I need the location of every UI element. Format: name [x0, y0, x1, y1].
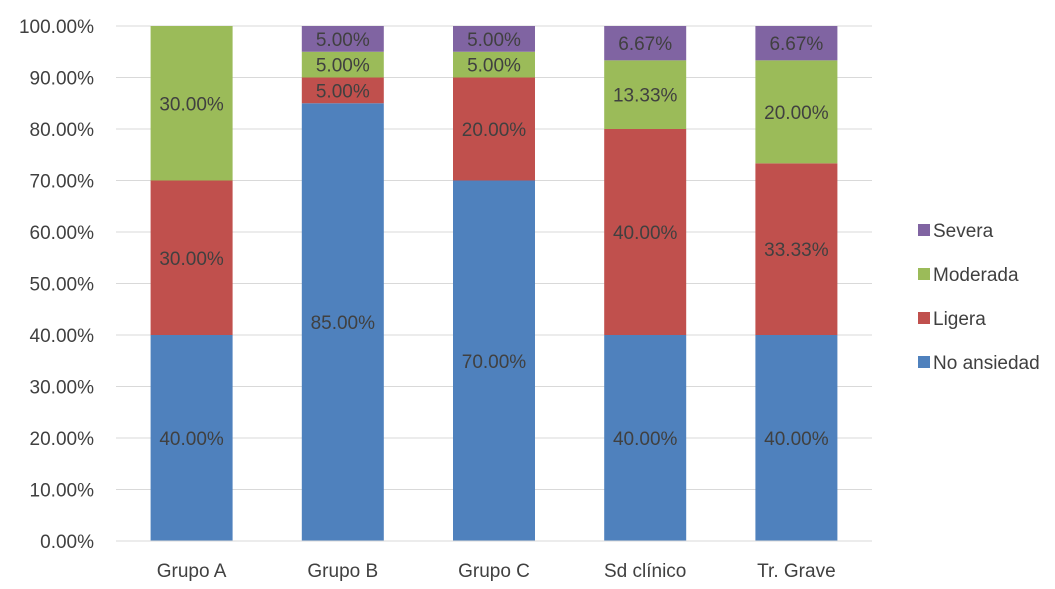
- x-tick-label: Tr. Grave: [757, 561, 835, 582]
- y-tick-label: 10.00%: [30, 481, 95, 502]
- data-labels: 40.00% 30.00% 30.00% 85.00% 5.00% 5.00% 5.00% 7…: [159, 30, 828, 450]
- bar-segment: [604, 335, 687, 541]
- bar-segment: [453, 51, 535, 78]
- legend: Severa Moderada Ligera No ansiedad: [918, 221, 1040, 374]
- y-tick-label: 90.00%: [30, 69, 95, 90]
- bar-segment: [755, 163, 838, 335]
- y-tick-label: 70.00%: [30, 172, 95, 193]
- bar-value-label: 30.00%: [159, 249, 224, 270]
- y-tick-label: 40.00%: [30, 326, 95, 347]
- bar-value-label: 85.00%: [311, 313, 376, 334]
- bar-value-label: 13.33%: [613, 86, 678, 107]
- y-tick-label: 20.00%: [30, 429, 95, 450]
- y-tick-label: 0.00%: [40, 532, 94, 553]
- bar-segment: [453, 180, 535, 541]
- x-tick-label: Grupo A: [157, 561, 227, 582]
- y-tick-label: 30.00%: [30, 378, 95, 399]
- y-tick-label: 100.00%: [19, 17, 94, 38]
- x-tick-label: Grupo B: [307, 561, 378, 582]
- bar-segment: [453, 26, 535, 52]
- bar-value-label: 40.00%: [764, 429, 829, 450]
- y-axis: 0.00% 10.00% 20.00% 30.00% 40.00% 50.00% 60.00…: [19, 17, 94, 553]
- bar-value-label: 40.00%: [613, 223, 678, 244]
- bar-value-label: 33.33%: [764, 240, 829, 261]
- legend-swatch: [918, 224, 930, 236]
- bar-value-label: 5.00%: [316, 30, 370, 51]
- bar-segment: [301, 26, 384, 52]
- bar-value-label: 5.00%: [316, 81, 370, 102]
- legend-label: Ligera: [933, 309, 986, 330]
- bar-value-label: 40.00%: [613, 429, 678, 450]
- bar-value-label: 70.00%: [462, 352, 527, 373]
- bar-segment: [604, 60, 687, 130]
- bar-value-label: 5.00%: [467, 30, 521, 51]
- bar-value-label: 5.00%: [467, 56, 521, 77]
- bar-segment: [301, 77, 384, 104]
- bar-segment: [755, 26, 838, 61]
- x-tick-label: Sd clínico: [604, 561, 686, 582]
- legend-label: No ansiedad: [933, 353, 1040, 374]
- bar-segment: [604, 26, 687, 61]
- bar-segment: [604, 129, 687, 335]
- y-tick-label: 80.00%: [30, 120, 95, 141]
- legend-label: Moderada: [933, 265, 1019, 286]
- bar-value-label: 20.00%: [764, 103, 829, 124]
- bar-segment: [150, 26, 233, 181]
- bar-segment: [755, 335, 838, 541]
- bar-segment: [150, 335, 233, 541]
- bar-segment: [453, 77, 535, 181]
- legend-swatch: [918, 268, 930, 280]
- bar-segment: [301, 103, 384, 541]
- legend-label: Severa: [933, 221, 994, 242]
- y-tick-label: 50.00%: [30, 275, 95, 296]
- bar-segment: [150, 180, 233, 335]
- bar-value-label: 6.67%: [618, 34, 672, 55]
- bar-segment: [301, 51, 384, 78]
- x-tick-label: Grupo C: [458, 561, 530, 582]
- bars: [150, 26, 838, 541]
- bar-value-label: 20.00%: [462, 120, 527, 141]
- legend-swatch: [918, 312, 930, 324]
- bar-value-label: 40.00%: [159, 429, 224, 450]
- legend-swatch: [918, 356, 930, 368]
- y-tick-label: 60.00%: [30, 223, 95, 244]
- bar-value-label: 6.67%: [769, 34, 823, 55]
- x-axis: Grupo A Grupo B Grupo C Sd clínico Tr. Grave: [116, 540, 872, 582]
- bar-segment: [755, 60, 838, 164]
- bar-value-label: 30.00%: [159, 94, 224, 115]
- bar-value-label: 5.00%: [316, 56, 370, 77]
